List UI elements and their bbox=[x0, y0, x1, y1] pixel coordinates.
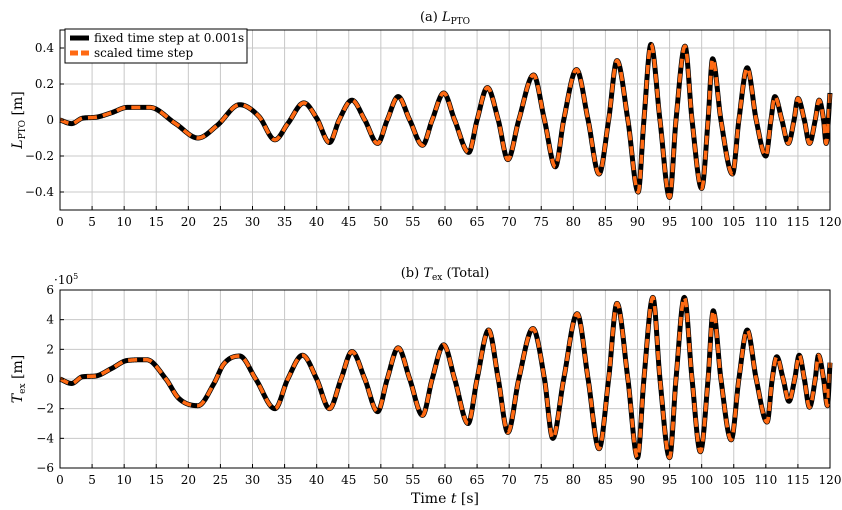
x-tick-label: 80 bbox=[566, 215, 581, 229]
x-tick-label: 110 bbox=[754, 215, 777, 229]
x-tick-label: 70 bbox=[502, 215, 517, 229]
x-tick-label: 35 bbox=[277, 473, 292, 487]
x-tick-label: 15 bbox=[149, 215, 164, 229]
panel-a-title: (a) LPTO bbox=[420, 10, 470, 27]
legend: fixed time step at 0.001s scaled time st… bbox=[64, 28, 248, 64]
x-tick-label: 45 bbox=[341, 473, 356, 487]
series-line-scaled-a bbox=[58, 42, 832, 200]
panel-b-y-ticks: −6 −4 −2 0 2 4 6 bbox=[36, 283, 64, 475]
y-tick-label: 4 bbox=[46, 313, 54, 327]
x-tick-label: 65 bbox=[469, 473, 484, 487]
x-tick-label: 10 bbox=[117, 473, 132, 487]
series-line-scaled-b bbox=[58, 295, 832, 460]
x-tick-label: 105 bbox=[722, 215, 745, 229]
panel-a-x-ticks: 0 5 10 15 20 25 30 35 40 45 50 55 60 65 70 75 80 85 90 95 10… bbox=[56, 206, 841, 229]
x-tick-label: 100 bbox=[690, 215, 713, 229]
x-tick-label: 15 bbox=[149, 473, 164, 487]
x-tick-label: 0 bbox=[56, 473, 64, 487]
panel-b-x-axis-label: Time t [s] bbox=[411, 491, 479, 507]
x-tick-label: 115 bbox=[786, 473, 809, 487]
x-tick-label: 120 bbox=[819, 215, 842, 229]
panel-a-y-axis-label: LPTO [m] bbox=[10, 91, 28, 149]
x-tick-label: 105 bbox=[722, 473, 745, 487]
x-tick-label: 120 bbox=[819, 473, 842, 487]
y-tick-label: 0 bbox=[46, 372, 54, 386]
x-tick-label: 90 bbox=[630, 215, 645, 229]
x-tick-label: 95 bbox=[662, 473, 677, 487]
panel-b-chart: 0 5 10 15 20 25 30 35 40 45 50 55 60 65 70 75 80 85 90 95 10… bbox=[10, 266, 841, 507]
legend-label-scaled: scaled time step bbox=[94, 46, 194, 60]
x-tick-label: 60 bbox=[437, 215, 452, 229]
y-tick-label: 0.2 bbox=[35, 77, 54, 91]
y-tick-label: −6 bbox=[36, 461, 54, 475]
x-tick-label: 25 bbox=[213, 473, 228, 487]
panel-b-scale-label: ·105 bbox=[54, 272, 78, 287]
y-tick-label: 6 bbox=[46, 283, 54, 297]
legend-label-fixed: fixed time step at 0.001s bbox=[94, 31, 244, 45]
x-tick-label: 40 bbox=[309, 473, 324, 487]
y-tick-label: −4 bbox=[36, 431, 54, 445]
x-tick-label: 90 bbox=[630, 473, 645, 487]
y-tick-label: 2 bbox=[46, 342, 54, 356]
x-tick-label: 0 bbox=[56, 215, 64, 229]
x-tick-label: 60 bbox=[437, 473, 452, 487]
x-tick-label: 50 bbox=[373, 215, 388, 229]
x-tick-label: 110 bbox=[754, 473, 777, 487]
x-tick-label: 50 bbox=[373, 473, 388, 487]
x-tick-label: 70 bbox=[502, 473, 517, 487]
x-tick-label: 65 bbox=[469, 215, 484, 229]
panel-a-y-ticks: −0.4 −0.2 0 0.2 0.4 bbox=[25, 41, 64, 199]
panel-b-grid bbox=[60, 290, 830, 468]
panel-a-chart: 0 5 10 15 20 25 30 35 40 45 50 55 60 65 70 75 80 85 90 95 10… bbox=[10, 10, 841, 229]
x-tick-label: 100 bbox=[690, 473, 713, 487]
x-tick-label: 75 bbox=[534, 473, 549, 487]
y-tick-label: −0.4 bbox=[25, 185, 55, 199]
x-tick-label: 35 bbox=[277, 215, 292, 229]
panel-b-series bbox=[57, 294, 833, 461]
x-tick-label: 30 bbox=[245, 473, 260, 487]
x-tick-label: 40 bbox=[309, 215, 324, 229]
y-tick-label: −2 bbox=[36, 402, 54, 416]
x-tick-label: 95 bbox=[662, 215, 677, 229]
panel-b-title: (b) Tex (Total) bbox=[401, 266, 490, 283]
x-tick-label: 10 bbox=[117, 215, 132, 229]
x-tick-label: 115 bbox=[786, 215, 809, 229]
x-tick-label: 20 bbox=[181, 215, 196, 229]
x-tick-label: 30 bbox=[245, 215, 260, 229]
y-tick-label: 0 bbox=[46, 113, 54, 127]
x-tick-label: 45 bbox=[341, 215, 356, 229]
panel-b-x-ticks: 0 5 10 15 20 25 30 35 40 45 50 55 60 65 70 75 80 85 90 95 10… bbox=[56, 464, 841, 487]
x-tick-label: 55 bbox=[405, 215, 420, 229]
y-tick-label: 0.4 bbox=[35, 41, 54, 55]
x-tick-label: 5 bbox=[88, 215, 96, 229]
panel-b-y-axis-label: Tex [m] bbox=[10, 355, 28, 403]
panel-a-series bbox=[57, 41, 833, 200]
x-tick-label: 80 bbox=[566, 473, 581, 487]
x-tick-label: 20 bbox=[181, 473, 196, 487]
x-tick-label: 25 bbox=[213, 215, 228, 229]
x-tick-label: 55 bbox=[405, 473, 420, 487]
x-tick-label: 75 bbox=[534, 215, 549, 229]
y-tick-label: −0.2 bbox=[25, 149, 54, 163]
x-tick-label: 5 bbox=[88, 473, 96, 487]
legend-box bbox=[64, 28, 248, 64]
x-tick-label: 85 bbox=[598, 473, 613, 487]
x-tick-label: 85 bbox=[598, 215, 613, 229]
